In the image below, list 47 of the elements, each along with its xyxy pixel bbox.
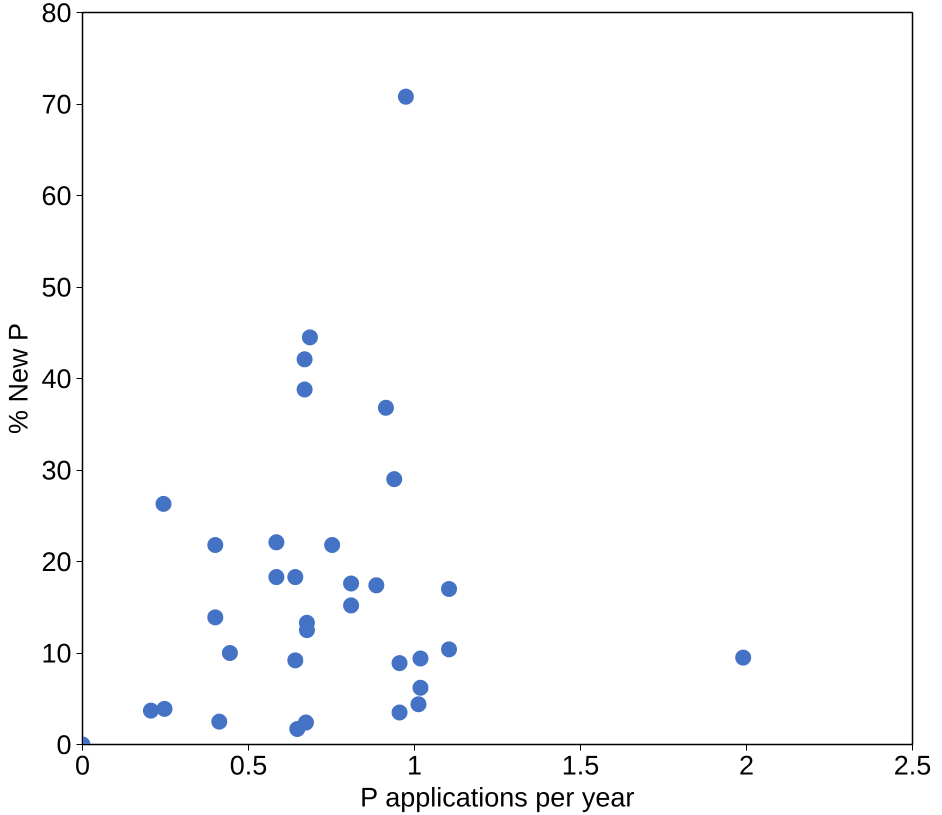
- point: [441, 580, 458, 597]
- point: [222, 645, 238, 661]
- x-tick-label: 1.5: [562, 750, 600, 780]
- x-tick-label: 0.5: [230, 750, 268, 780]
- x-tick-label: 2: [738, 750, 754, 780]
- y-tick-label: 40: [41, 364, 72, 394]
- point: [386, 471, 402, 488]
- y-tick-label: 20: [41, 547, 72, 577]
- point: [296, 381, 313, 398]
- point: [324, 537, 340, 554]
- point: [207, 537, 224, 554]
- point: [296, 351, 313, 368]
- y-tick-label: 80: [41, 0, 72, 28]
- point: [412, 650, 428, 666]
- point: [268, 569, 284, 586]
- y-tick-label: 50: [41, 272, 72, 302]
- y-tick-label: 30: [41, 456, 72, 486]
- point: [735, 650, 752, 666]
- point: [343, 575, 360, 592]
- point: [287, 652, 304, 668]
- point: [441, 641, 458, 658]
- point: [211, 714, 228, 730]
- point: [207, 609, 224, 626]
- x-tick-label: 2.5: [894, 750, 932, 780]
- point: [392, 704, 408, 720]
- x-tick-label: 0: [74, 750, 90, 780]
- point: [289, 720, 306, 737]
- point: [410, 696, 426, 712]
- point: [156, 700, 173, 717]
- y-axis-title: % New P: [3, 322, 34, 434]
- point: [142, 702, 159, 719]
- x-tick-label: 1: [406, 750, 422, 780]
- y-tick-label: 60: [41, 181, 72, 211]
- point: [412, 680, 428, 696]
- point: [343, 597, 360, 614]
- y-tick-label: 10: [41, 638, 72, 668]
- y-tick-label: 70: [41, 90, 72, 120]
- point: [268, 534, 284, 550]
- y-tick-label: 0: [56, 730, 72, 760]
- x-axis-title: P applications per year: [360, 782, 634, 812]
- point: [392, 655, 408, 672]
- point: [368, 577, 384, 594]
- point: [378, 400, 394, 416]
- point: [156, 496, 172, 512]
- point: [287, 569, 304, 586]
- point: [398, 88, 414, 105]
- point: [302, 329, 318, 346]
